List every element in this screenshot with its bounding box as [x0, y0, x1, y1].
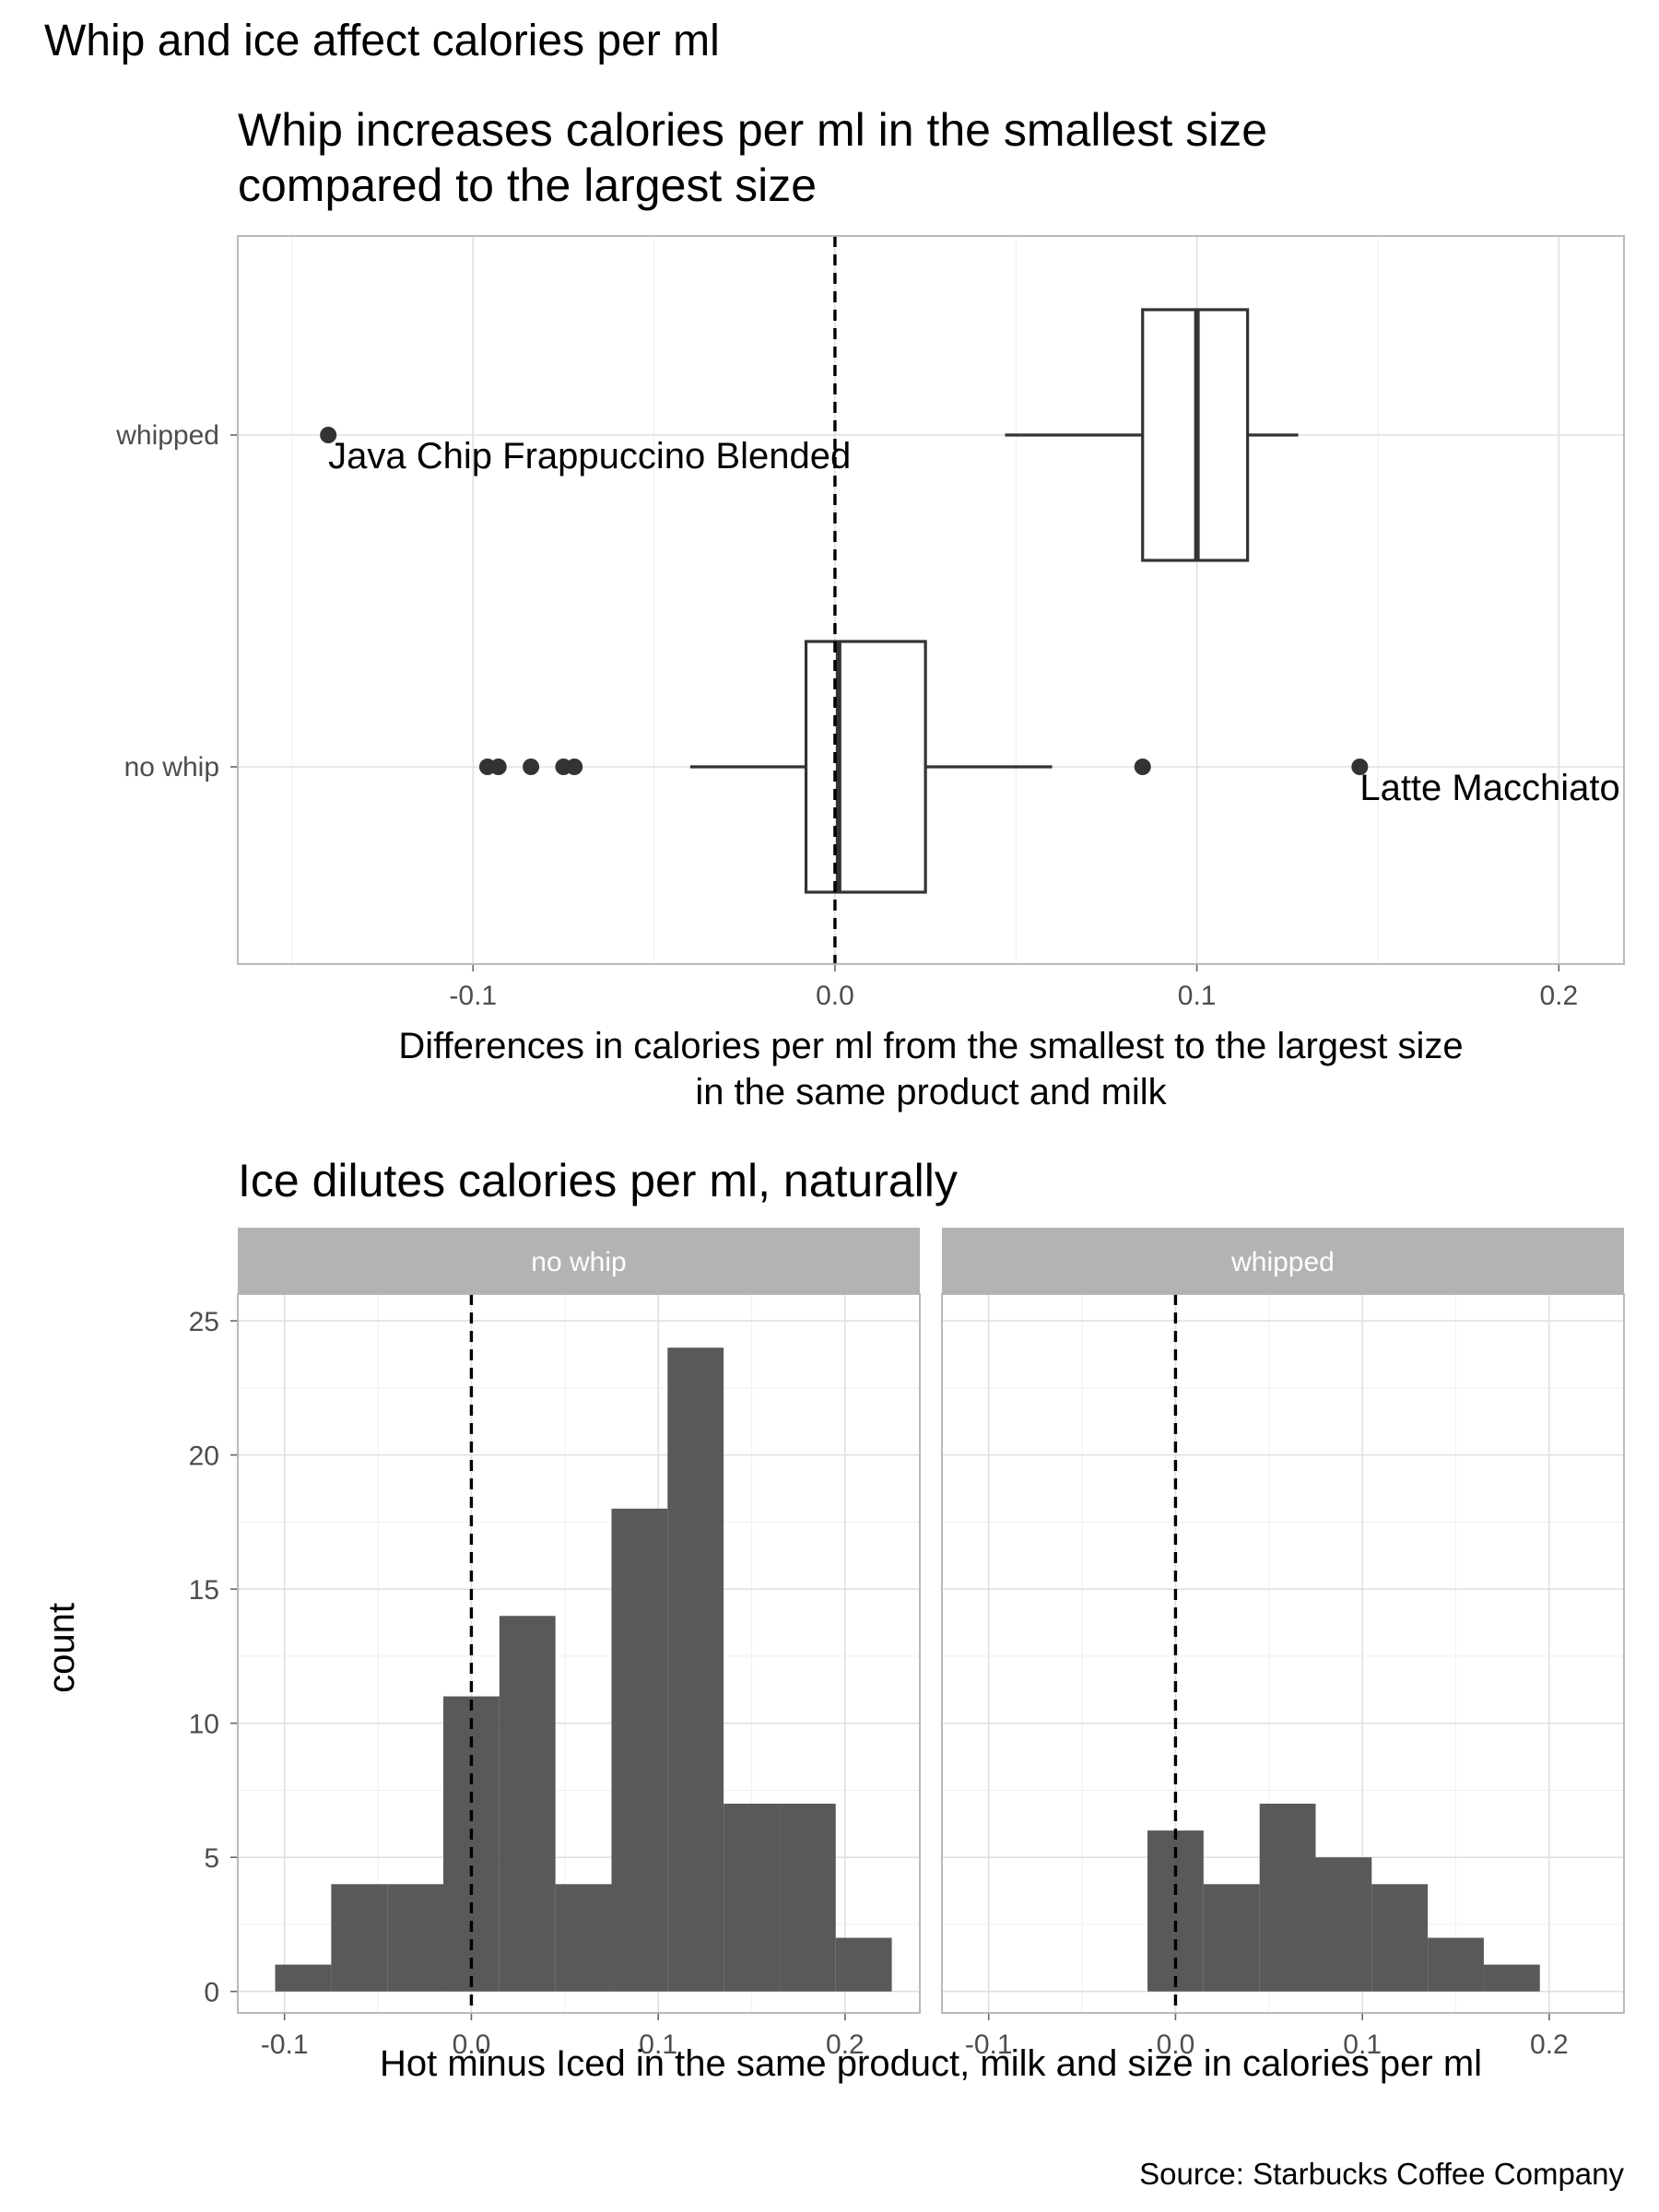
boxplot-category-label: no whip	[124, 752, 219, 782]
histogram-chart: Ice dilutes calories per ml, naturally 0…	[41, 1155, 1625, 2084]
facet-strip	[942, 1228, 1624, 1294]
histogram-x-tick-label: -0.1	[261, 2030, 309, 2060]
box-outlier-point	[566, 759, 583, 775]
boxplot-x-tick-label: 0.2	[1539, 981, 1578, 1011]
box-outlier-point	[1351, 759, 1369, 775]
histogram-bar	[1428, 1937, 1484, 1992]
box-outlier-point	[320, 427, 337, 443]
histogram-bar	[1371, 1884, 1429, 1992]
boxplot-chart: Whip increases calories per ml in the sm…	[115, 104, 1625, 1112]
histogram-bar	[499, 1616, 556, 1992]
histogram-bar	[779, 1803, 836, 1992]
histogram-bar	[1483, 1964, 1540, 1992]
box-iqr	[804, 640, 927, 894]
histogram-title: Ice dilutes calories per ml, naturally	[238, 1155, 958, 1206]
source-caption: Source: Starbucks Coffee Company	[1139, 2157, 1624, 2191]
histogram-x-tick-label: -0.1	[965, 2030, 1013, 2060]
boxplot-category-label: whipped	[115, 420, 219, 451]
histogram-bar	[1203, 1884, 1260, 1992]
facet-strip-label: whipped	[1230, 1247, 1335, 1277]
boxplot-title-line-1: Whip increases calories per ml in the sm…	[238, 104, 1267, 156]
histogram-x-tick-label: 0.2	[1530, 2030, 1569, 2060]
boxplot-x-tick-label: 0.0	[816, 981, 854, 1011]
histogram-x-axis-title: Hot minus Iced in the same product, milk…	[380, 2043, 1482, 2084]
histogram-bar	[724, 1803, 780, 1992]
boxplot-x-axis-title-line-1: Differences in calories per ml from the …	[398, 1026, 1463, 1066]
boxplot-title-line-2: compared to the largest size	[238, 159, 817, 211]
histogram-y-tick-label: 25	[189, 1307, 219, 1337]
histogram-x-tick-label: 0.1	[639, 2030, 677, 2060]
histogram-y-tick-label: 10	[189, 1710, 219, 1740]
histogram-facet-whipped: -0.1 0.0 0.1 0.2 whipped	[941, 1228, 1625, 2060]
histogram-bar	[611, 1508, 668, 1992]
histogram-y-tick-label: 15	[189, 1575, 219, 1606]
histogram-panels: 0 5 10 15 20 25 -0.1 0.0 0.1 0.2 no whip -0.1 0.0 0.1…	[189, 1228, 1625, 2060]
histogram-bar	[387, 1884, 444, 1992]
boxplot-box-whipped: Java Chip Frappuccino Blended	[320, 308, 1299, 562]
boxplot-x-tick-label: 0.1	[1178, 981, 1217, 1011]
boxplot-panel: -0.1 0.0 0.1 0.2 whipped no whip Java Chip Fra…	[115, 235, 1625, 1011]
histogram-bar	[275, 1964, 332, 1992]
histogram-y-tick-label: 5	[204, 1843, 219, 1874]
boxplot-x-tick-label: -0.1	[449, 981, 497, 1011]
histogram-bar	[1315, 1857, 1372, 1992]
histogram-bar	[667, 1347, 724, 1992]
histogram-bar	[555, 1884, 612, 1992]
histogram-y-axis-title: count	[41, 1603, 82, 1693]
histogram-bar	[331, 1884, 388, 1992]
histogram-y-tick-label: 20	[189, 1441, 219, 1472]
histogram-x-tick-label: 0.0	[453, 2030, 491, 2060]
outlier-annotation: Latte Macchiato	[1359, 768, 1619, 808]
histogram-x-tick-label: 0.2	[826, 2030, 865, 2060]
box-outlier-point	[489, 759, 507, 775]
histogram-bar	[835, 1937, 892, 1992]
histogram-y-tick-label: 0	[204, 1978, 219, 2008]
histogram-facet-no-whip: -0.1 0.0 0.1 0.2 no whip	[237, 1228, 921, 2060]
page-title: Whip and ice affect calories per ml	[44, 17, 720, 65]
boxplot-x-axis-title-line-2: in the same product and milk	[695, 1072, 1167, 1112]
facet-strip	[238, 1228, 920, 1294]
histogram-x-tick-label: 0.1	[1343, 2030, 1382, 2060]
facet-strip-label: no whip	[531, 1247, 626, 1277]
histogram-bar	[1259, 1803, 1316, 1992]
outlier-annotation: Java Chip Frappuccino Blended	[328, 436, 851, 477]
box-outlier-point	[523, 759, 540, 775]
boxplot-panel-border	[237, 235, 1625, 965]
boxplot-box-no-whip: Latte Macchiato	[478, 640, 1620, 894]
box-outlier-point	[1134, 759, 1151, 775]
histogram-x-tick-label: 0.0	[1157, 2030, 1195, 2060]
